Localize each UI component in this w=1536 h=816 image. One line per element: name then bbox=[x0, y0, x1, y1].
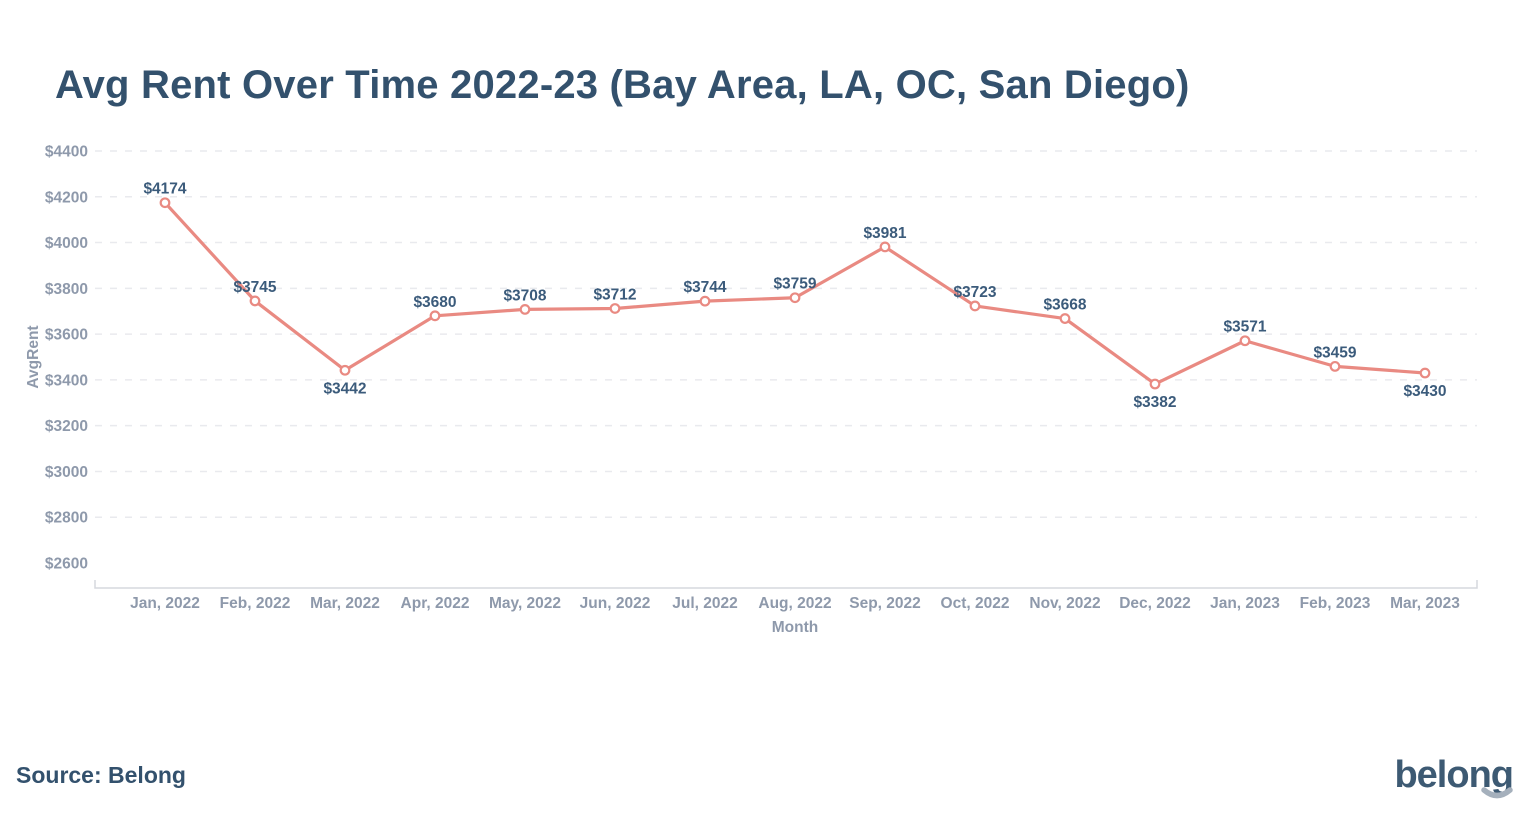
data-point-marker bbox=[339, 364, 351, 376]
data-point-label: $3744 bbox=[683, 279, 726, 296]
data-point-label: $3680 bbox=[413, 294, 456, 311]
data-point-marker bbox=[969, 300, 981, 312]
data-point-marker bbox=[879, 241, 891, 253]
avg-rent-line-chart: $2600 $2800 $3000 $3200 $3400 $3600 $3800 $4000… bbox=[25, 144, 1478, 636]
y-axis-tick-label: $4200 bbox=[45, 189, 88, 206]
y-axis-tick-label: $3200 bbox=[45, 418, 88, 435]
y-axis-tick-label: $3800 bbox=[45, 281, 88, 298]
y-axis-tick-label: $3000 bbox=[45, 464, 88, 481]
data-point-marker bbox=[789, 292, 801, 304]
y-axis-tick-label: $2600 bbox=[45, 556, 88, 573]
chart-title: Avg Rent Over Time 2022-23 (Bay Area, LA… bbox=[55, 62, 1190, 107]
x-axis-tick-label: Nov, 2022 bbox=[1029, 595, 1100, 612]
data-point-marker bbox=[1239, 335, 1251, 347]
data-point-label: $3459 bbox=[1313, 344, 1356, 361]
y-axis-tick-label: $4000 bbox=[45, 235, 88, 252]
source-attribution: Source: Belong bbox=[16, 762, 186, 788]
belong-logo-smile-icon bbox=[1481, 787, 1513, 799]
data-point-label: $3712 bbox=[593, 286, 636, 303]
data-point-marker bbox=[1419, 367, 1431, 379]
data-point-label: $3708 bbox=[503, 287, 546, 304]
data-point-marker bbox=[1329, 360, 1341, 372]
x-axis-tick-label: Sep, 2022 bbox=[849, 595, 921, 612]
x-axis-tick-label: Apr, 2022 bbox=[401, 595, 470, 612]
x-axis-tick-label: Mar, 2023 bbox=[1390, 595, 1460, 612]
data-point-marker bbox=[1059, 313, 1071, 324]
data-point-label: $3382 bbox=[1133, 394, 1176, 411]
x-axis-tick-label: Jan, 2022 bbox=[130, 595, 200, 612]
data-point-marker bbox=[429, 310, 441, 322]
x-axis-tick-label: Oct, 2022 bbox=[941, 595, 1010, 612]
x-axis-tick-label: Jul, 2022 bbox=[672, 595, 738, 612]
data-point-label: $3442 bbox=[323, 380, 366, 397]
data-point-label: $3668 bbox=[1043, 297, 1086, 314]
y-axis-tick-label: $3400 bbox=[45, 372, 88, 389]
data-point-label: $3723 bbox=[953, 284, 996, 301]
data-point-marker bbox=[1149, 378, 1161, 390]
data-point-label: $3981 bbox=[863, 225, 906, 242]
x-axis-tick-label: Feb, 2022 bbox=[220, 595, 291, 612]
x-axis-tick-label: Feb, 2023 bbox=[1300, 595, 1371, 612]
data-point-label: $3745 bbox=[233, 279, 276, 296]
y-axis-title: AvgRent bbox=[25, 325, 42, 388]
data-point-label: $3430 bbox=[1403, 383, 1446, 400]
data-point-marker bbox=[159, 197, 171, 209]
data-point-label: $3571 bbox=[1223, 319, 1266, 336]
x-axis-tick-label: Jun, 2022 bbox=[580, 595, 651, 612]
x-axis-tick-label: Dec, 2022 bbox=[1119, 595, 1191, 612]
data-point-marker bbox=[519, 303, 531, 315]
data-point-marker bbox=[609, 303, 621, 314]
belong-logo: belong bbox=[1394, 754, 1514, 799]
x-axis-tick-label: Mar, 2022 bbox=[310, 595, 380, 612]
data-point-label: $3759 bbox=[773, 276, 816, 293]
data-point-marker bbox=[249, 295, 261, 307]
y-axis-tick-label: $4400 bbox=[45, 144, 88, 161]
data-point-marker bbox=[699, 295, 711, 307]
x-axis-tick-label: May, 2022 bbox=[489, 595, 561, 612]
x-axis-line bbox=[94, 580, 1478, 589]
x-axis-title: Month bbox=[772, 619, 818, 636]
y-axis-tick-label: $3600 bbox=[45, 327, 88, 344]
data-point-label: $4174 bbox=[143, 181, 186, 198]
y-axis-tick-label: $2800 bbox=[45, 510, 88, 527]
belong-logo-text: belong bbox=[1394, 754, 1514, 796]
x-axis-tick-label: Jan, 2023 bbox=[1210, 595, 1280, 612]
x-axis-tick-label: Aug, 2022 bbox=[758, 595, 831, 612]
